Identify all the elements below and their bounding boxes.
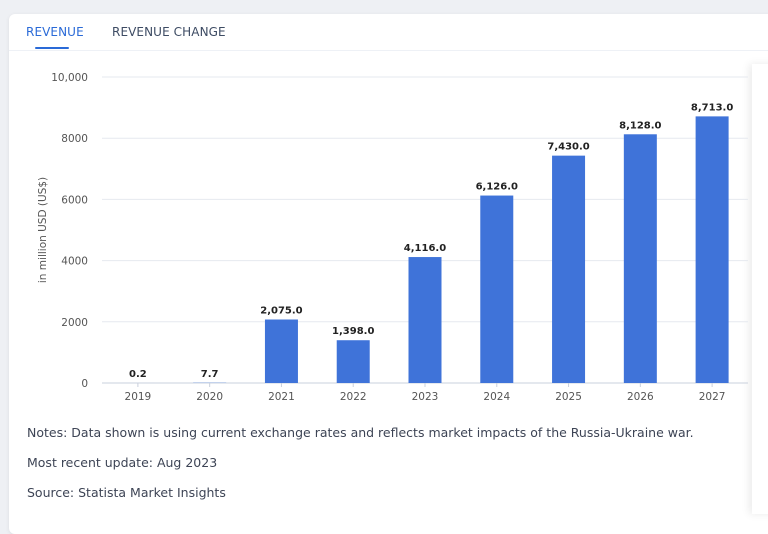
x-tick-label: 2024 [483,391,510,403]
bar [337,340,370,383]
bar [552,156,585,383]
y-tick-label: 6000 [61,194,88,206]
bar [480,196,513,383]
x-tick-label: 2025 [555,391,582,403]
y-tick-label: 10,000 [51,72,88,84]
y-tick-label: 0 [81,378,88,390]
data-label: 7,430.0 [547,142,589,153]
data-label: 2,075.0 [260,306,302,317]
bar [409,257,442,383]
bar [624,134,657,383]
bar [696,116,729,383]
x-tick-label: 2023 [412,391,439,403]
x-tick-label: 2027 [699,391,726,403]
notes-text: Notes: Data shown is using current excha… [27,425,694,440]
x-tick-label: 2019 [125,391,152,403]
x-tick-label: 2022 [340,391,367,403]
bar [265,320,298,383]
x-tick-label: 2021 [268,391,295,403]
data-label: 8,128.0 [619,120,661,131]
source-text: Source: Statista Market Insights [27,485,226,500]
data-label: 8,713.0 [691,102,733,113]
data-label: 6,126.0 [476,182,518,193]
y-axis-label: in million USD (US$) [37,177,49,283]
y-tick-label: 4000 [61,256,88,268]
y-tick-label: 8000 [61,133,88,145]
x-tick-label: 2026 [627,391,654,403]
y-tick-label: 2000 [61,317,88,329]
data-label: 4,116.0 [404,243,446,254]
x-tick-label: 2020 [196,391,223,403]
update-text: Most recent update: Aug 2023 [27,455,217,470]
data-label: 1,398.0 [332,326,374,337]
data-label: 7.7 [201,369,219,380]
data-label: 0.2 [129,369,147,380]
